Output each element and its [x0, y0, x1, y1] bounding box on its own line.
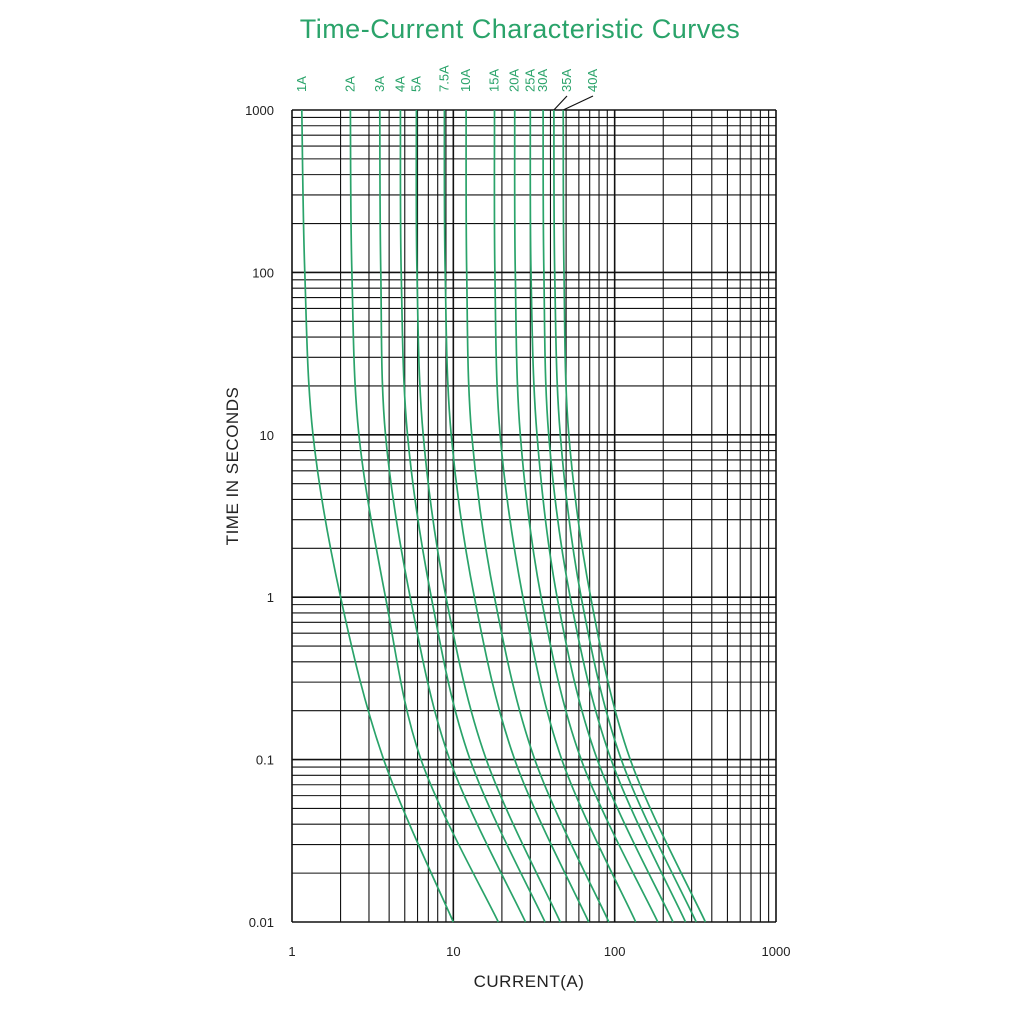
- y-tick-label: 1000: [245, 103, 274, 118]
- chart-title: Time-Current Characteristic Curves: [300, 14, 741, 44]
- curve-2a: [349, 109, 500, 923]
- x-axis-label: CURRENT(A): [474, 972, 585, 991]
- curve-label: 1A: [294, 76, 309, 92]
- x-tick-label: 1000: [762, 944, 791, 959]
- curve-label: 10A: [458, 69, 473, 92]
- curve-label: 15A: [487, 69, 502, 92]
- y-tick-labels: 1000 100 10 1 0.1 0.01: [245, 103, 274, 930]
- curve-10a: [465, 109, 610, 923]
- x-tick-label: 100: [604, 944, 626, 959]
- x-tick-labels: 1 10 100 1000: [288, 944, 790, 959]
- curve-15a: [493, 109, 637, 923]
- x-tick-label: 10: [446, 944, 460, 959]
- y-tick-label: 0.01: [249, 915, 274, 930]
- curve-label: 5A: [408, 76, 423, 92]
- label-leader-line: [562, 95, 594, 111]
- label-leader-line: [553, 95, 568, 111]
- curve-label: 4A: [392, 76, 407, 92]
- y-tick-label: 1: [267, 590, 274, 605]
- curve-25a: [529, 109, 674, 923]
- curve-35a: [553, 109, 697, 923]
- y-axis-label: TIME IN SECONDS: [223, 387, 242, 546]
- curve-label: 3A: [372, 76, 387, 92]
- curve-label: 25A: [522, 69, 537, 92]
- x-tick-label: 1: [288, 944, 295, 959]
- curve-label: 2A: [342, 76, 357, 92]
- curve-5a: [415, 109, 562, 923]
- grid: [291, 109, 777, 923]
- y-tick-label: 10: [260, 428, 274, 443]
- curve-1a: [300, 109, 455, 923]
- curve-label: 20A: [507, 69, 522, 92]
- curve-40a: [562, 109, 707, 923]
- curve-label: 30A: [535, 69, 550, 92]
- y-tick-label: 0.1: [256, 753, 274, 768]
- curves: [300, 109, 707, 923]
- curve-3a: [378, 109, 527, 923]
- curve-20a: [513, 109, 659, 923]
- y-tick-label: 100: [252, 265, 274, 280]
- curve-label: 40A: [585, 69, 600, 92]
- curve-30a: [542, 109, 687, 923]
- curve-4a: [399, 109, 546, 923]
- curve-7-5a: [443, 109, 590, 923]
- curve-label: 7.5A: [436, 65, 451, 92]
- curve-label: 35A: [559, 69, 574, 92]
